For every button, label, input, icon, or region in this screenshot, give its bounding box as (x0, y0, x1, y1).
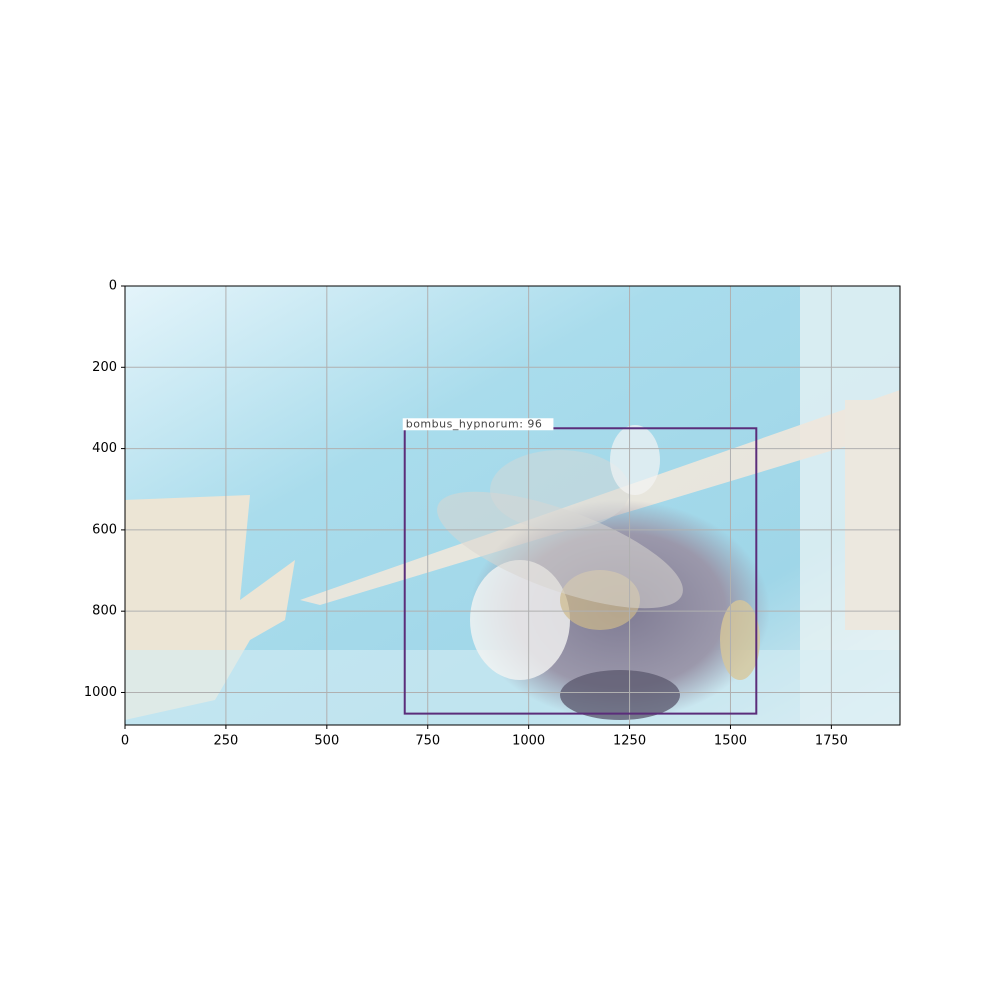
y-tick-label: 200 (92, 360, 117, 375)
y-tick-label: 400 (92, 441, 117, 456)
x-tick-label: 1250 (613, 734, 646, 749)
y-tick-label: 0 (109, 279, 117, 294)
y-tick-label: 800 (92, 604, 117, 619)
x-tick-label: 750 (415, 734, 440, 749)
axes: 0 250 500 750 1000 1250 1500 1750 0 200 400 600 800 1… (84, 279, 900, 749)
box-label-background (402, 418, 554, 431)
box-label: bombus_hypnorum: 96 (406, 417, 543, 430)
y-tick-label: 1000 (84, 685, 117, 700)
y-tick-label: 600 (92, 522, 117, 537)
x-tick-label: 1750 (815, 734, 848, 749)
bounding-box (403, 427, 758, 715)
x-tick-label: 1500 (714, 734, 747, 749)
x-tick-label: 0 (121, 734, 129, 749)
axes-frame (124, 285, 901, 726)
x-tick-label: 1000 (512, 734, 545, 749)
x-tick-label: 500 (314, 734, 339, 749)
photo (125, 286, 900, 725)
x-tick-label: 250 (213, 734, 238, 749)
